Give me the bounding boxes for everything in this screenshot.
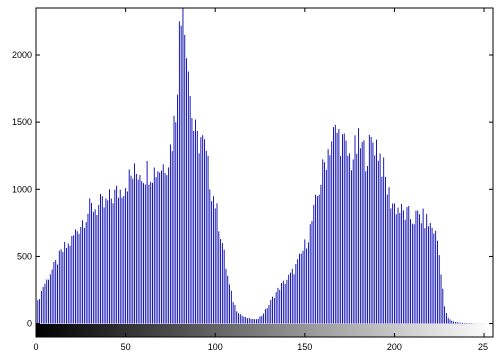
grayscale-colorbar bbox=[36, 324, 493, 337]
plot-background bbox=[36, 8, 493, 337]
y-tick-label: 2000 bbox=[12, 50, 32, 60]
colorbar-gradient bbox=[36, 324, 493, 337]
x-tick-label: 200 bbox=[387, 342, 402, 352]
plot-frame bbox=[35, 7, 494, 338]
y-tick-label: 1000 bbox=[12, 184, 32, 194]
y-tick-label: 0 bbox=[27, 319, 32, 329]
y-tick-label: 1500 bbox=[12, 117, 32, 127]
x-tick-label: 50 bbox=[121, 342, 131, 352]
y-tick-label: 500 bbox=[17, 251, 32, 261]
x-tick-label: 100 bbox=[208, 342, 223, 352]
histogram-bars bbox=[35, 8, 492, 324]
axis-tick-labels: 0 500 1000 1500 2000 0 50 100 150 200 25 bbox=[12, 50, 488, 352]
x-tick-label: 0 bbox=[33, 342, 38, 352]
x-tick-label: 25 bbox=[478, 342, 488, 352]
x-tick-label: 150 bbox=[297, 342, 312, 352]
axis-ticks bbox=[35, 8, 493, 337]
